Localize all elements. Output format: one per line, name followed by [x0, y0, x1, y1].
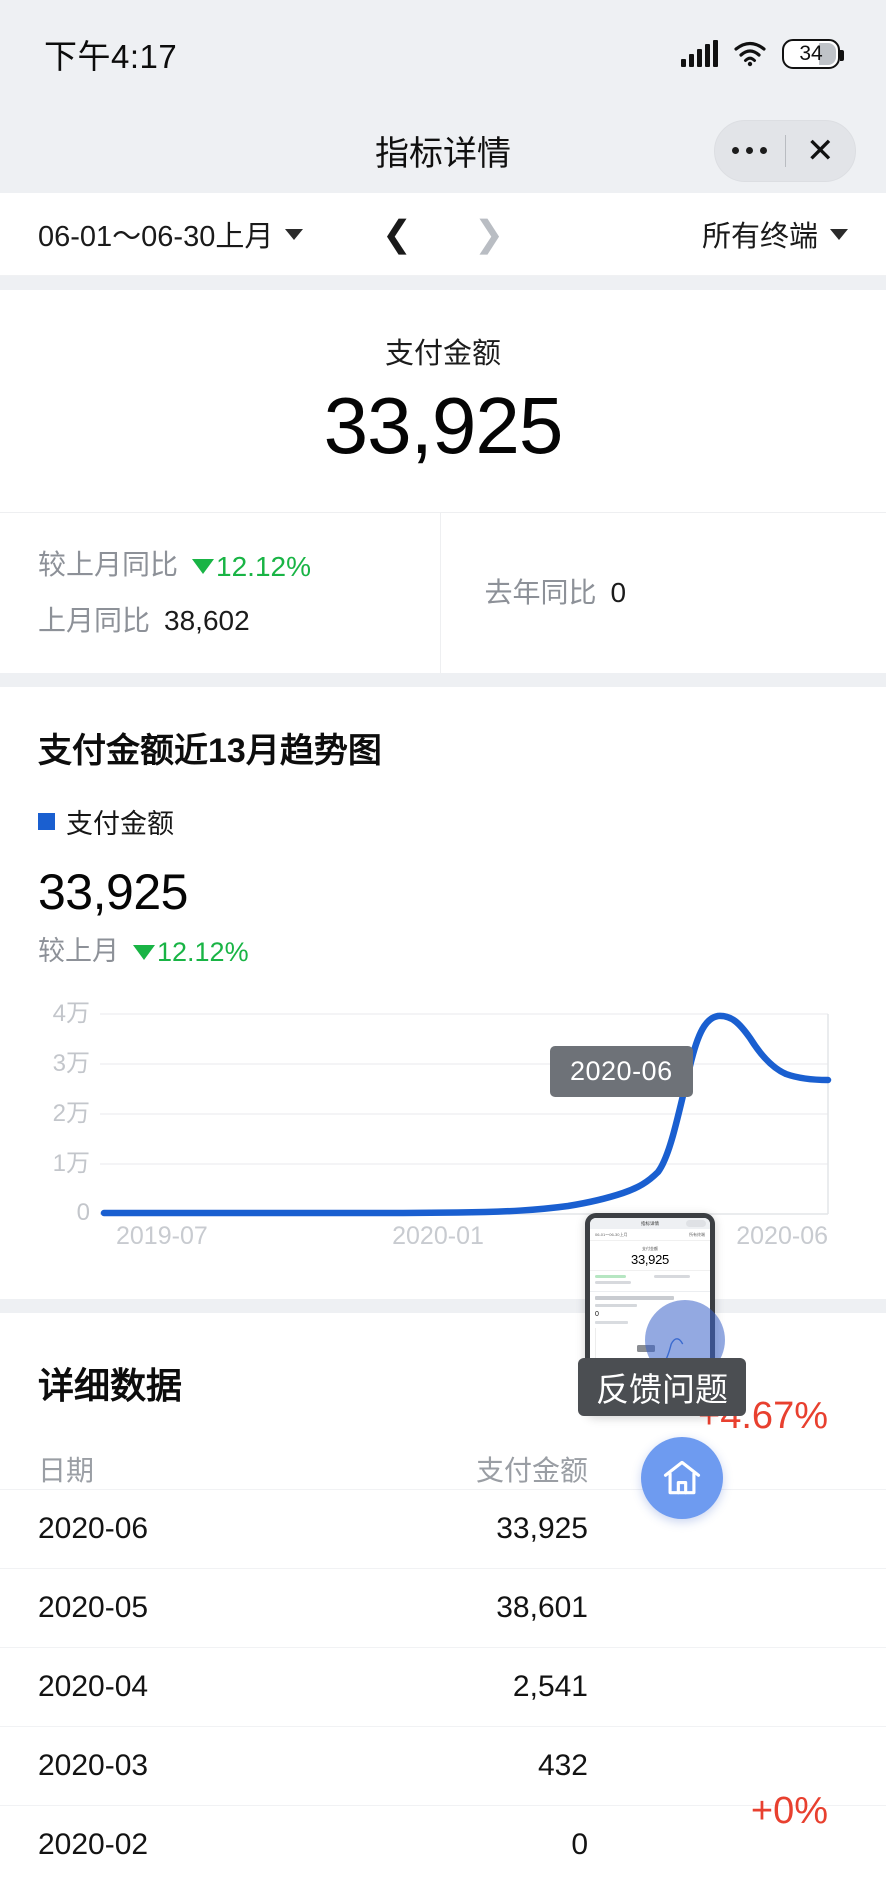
hero-metric-label: 支付金额 — [0, 330, 886, 372]
triangle-down-icon — [133, 945, 155, 960]
caret-down-icon — [285, 229, 303, 240]
triangle-down-icon — [192, 559, 214, 574]
period-nav: ❮ ❯ — [382, 216, 504, 252]
home-icon — [660, 1456, 704, 1500]
terminal-selector[interactable]: 所有终端 — [702, 213, 848, 255]
cell-date: 2020-05 — [38, 1591, 428, 1625]
cell-date: 2020-04 — [38, 1670, 428, 1704]
table-header: 日期 支付金额 — [0, 1449, 886, 1489]
wechat-capsule[interactable]: ✕ — [714, 120, 856, 182]
section-gap — [0, 276, 886, 290]
section-gap — [0, 1299, 886, 1313]
svg-text:4万: 4万 — [53, 1000, 90, 1027]
status-bar: 下午4:17 34 — [0, 0, 886, 108]
thumb-nav: 指标详情 — [590, 1218, 710, 1229]
trend-chart-card: 支付金额近13月趋势图 支付金额 33,925 较上月 12.12% 4万 — [0, 687, 886, 1299]
thumb-nav-title: 指标详情 — [641, 1221, 659, 1227]
cell-value: 2,541 — [428, 1670, 588, 1704]
app-screen: 下午4:17 34 指标详情 ✕ — [0, 0, 886, 1839]
stat-yoy-label: 去年同比 — [485, 571, 597, 611]
signal-bars-icon — [681, 41, 718, 67]
cell-value: 33,925 — [428, 1512, 588, 1546]
svg-text:2020-01: 2020-01 — [392, 1222, 484, 1250]
home-fab-button[interactable] — [641, 1437, 723, 1519]
stat-lastmonth: 上月同比 38,602 — [38, 599, 440, 639]
trend-down-indicator: 12.12% — [133, 937, 249, 968]
stat-lastmonth-value: 38,602 — [164, 605, 250, 637]
caret-down-icon — [830, 229, 848, 240]
hero-stats: 较上月同比 12.12% 上月同比 38,602 去年同比 0 — [0, 512, 886, 673]
column-header-date: 日期 — [38, 1449, 428, 1489]
date-range-selector[interactable]: 06-01～06-30上月 — [38, 213, 303, 255]
svg-text:2020-06: 2020-06 — [736, 1222, 828, 1250]
table-row[interactable]: 2020-04 2,541 — [0, 1647, 886, 1726]
stat-mom-label: 较上月同比 — [38, 543, 178, 583]
column-header-value: 支付金额 — [428, 1449, 588, 1489]
stat-yoy: 去年同比 0 — [485, 571, 627, 611]
chart-tooltip: 2020-06 — [550, 1046, 693, 1097]
cell-date: 2020-06 — [38, 1512, 428, 1546]
line-chart-plot[interactable]: 4万 3万 2万 1万 0 2019-07 2020-01 2020-06 20… — [38, 996, 848, 1251]
terminal-label: 所有终端 — [702, 213, 818, 255]
close-x-icon[interactable]: ✕ — [786, 134, 856, 168]
chart-compare: 较上月 12.12% — [0, 929, 886, 968]
stat-mom-value: 12.12% — [216, 551, 311, 583]
chart-compare-label: 较上月 — [38, 929, 119, 968]
table-row[interactable]: 2020-06 33,925 — [0, 1489, 886, 1568]
section-gap — [0, 673, 886, 687]
svg-text:2019-07: 2019-07 — [116, 1222, 208, 1250]
trend-down-indicator: 12.12% — [192, 551, 311, 583]
stat-col-year: 去年同比 0 — [440, 513, 886, 673]
hero-card: 支付金额 33,925 较上月同比 12.12% 上月同比 38,602 去 — [0, 290, 886, 673]
svg-text:1万: 1万 — [53, 1150, 90, 1177]
chart-title: 支付金额近13月趋势图 — [0, 723, 886, 772]
svg-text:2万: 2万 — [53, 1100, 90, 1127]
legend-label: 支付金额 — [66, 802, 174, 841]
chevron-right-icon[interactable]: ❯ — [474, 216, 504, 252]
thumb-stats — [590, 1270, 710, 1292]
status-icons: 34 — [681, 39, 840, 69]
stat-mom-change: 较上月同比 12.12% — [38, 543, 440, 583]
thumb-hero-value: 33,925 — [590, 1252, 710, 1267]
wifi-icon — [734, 41, 766, 67]
hidden-percentage: +0% — [751, 1790, 828, 1833]
cell-value: 0 — [428, 1828, 588, 1862]
chart-svg: 4万 3万 2万 1万 0 2019-07 2020-01 2020-06 — [38, 996, 848, 1251]
legend-swatch-icon — [38, 813, 55, 830]
feedback-button[interactable]: 反馈问题 — [578, 1358, 746, 1416]
cell-value: 38,601 — [428, 1591, 588, 1625]
thumb-terminal: 所有终端 — [689, 1232, 705, 1238]
battery-icon: 34 — [782, 39, 840, 69]
svg-text:0: 0 — [77, 1199, 90, 1226]
cell-date: 2020-02 — [38, 1828, 428, 1862]
date-range-label: 06-01～06-30上月 — [38, 213, 273, 255]
cell-value: 432 — [428, 1749, 588, 1783]
stat-col-month: 较上月同比 12.12% 上月同比 38,602 — [0, 513, 440, 673]
svg-text:3万: 3万 — [53, 1050, 90, 1077]
stat-lastmonth-label: 上月同比 — [38, 599, 150, 639]
filter-bar: 06-01～06-30上月 ❮ ❯ 所有终端 — [0, 193, 886, 276]
page-title: 指标详情 — [375, 126, 511, 175]
chart-current-value: 33,925 — [0, 863, 886, 921]
hero-metric-value: 33,925 — [0, 380, 886, 472]
thumb-date: 06-01～06-30上月 — [595, 1232, 627, 1238]
status-time: 下午4:17 — [44, 30, 177, 78]
more-dots-icon[interactable] — [715, 147, 785, 154]
stat-yoy-value: 0 — [611, 577, 627, 609]
thumb-hero: 支付金额 33,925 — [590, 1241, 710, 1270]
chart-legend[interactable]: 支付金额 — [0, 802, 886, 841]
cell-date: 2020-03 — [38, 1749, 428, 1783]
chevron-left-icon[interactable]: ❮ — [382, 216, 412, 252]
chart-compare-value: 12.12% — [157, 937, 249, 968]
nav-bar: 指标详情 ✕ — [0, 108, 886, 193]
battery-level: 34 — [799, 42, 822, 66]
thumb-filter: 06-01～06-30上月 所有终端 — [590, 1229, 710, 1241]
table-row[interactable]: 2020-05 38,601 — [0, 1568, 886, 1647]
thumb-capsule-icon — [686, 1220, 706, 1227]
